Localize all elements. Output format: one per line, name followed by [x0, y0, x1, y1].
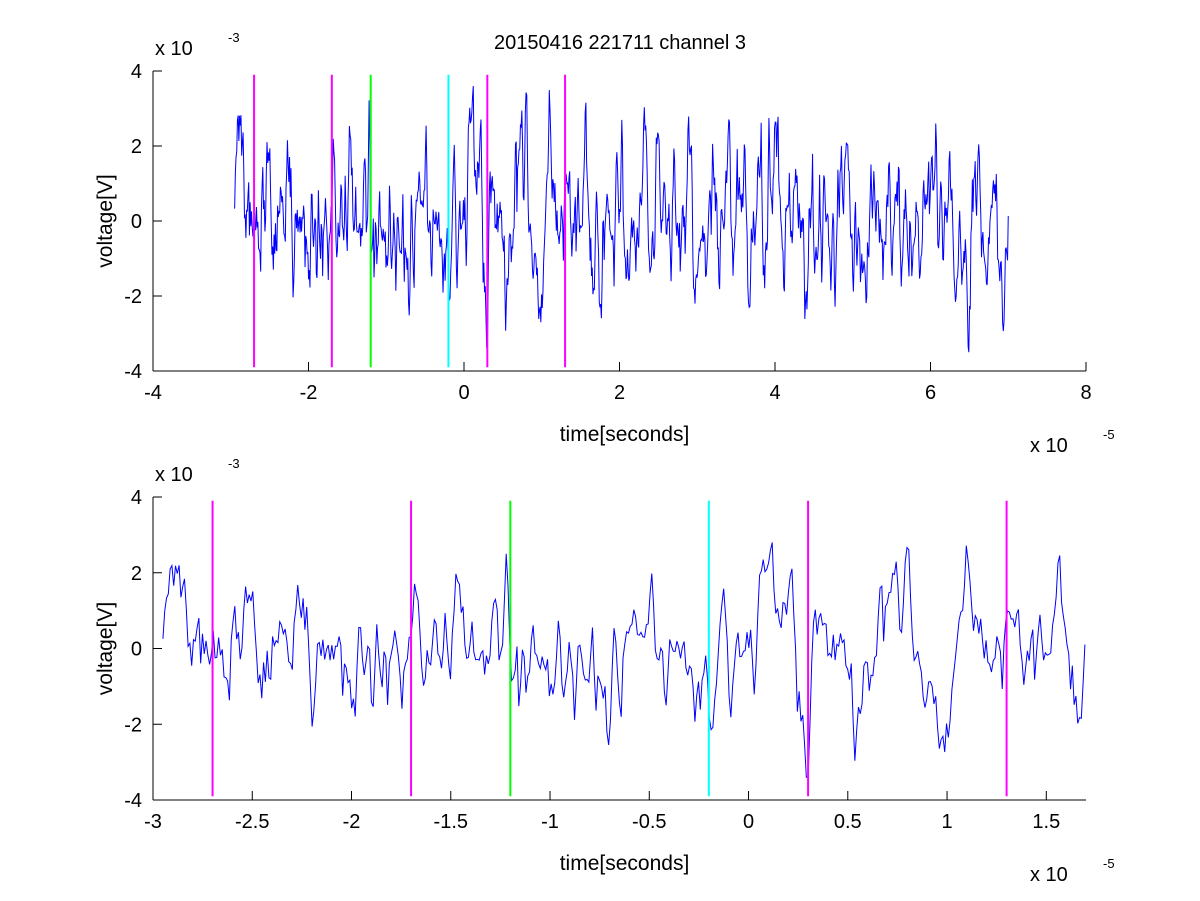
- x-axis-label: time[seconds]: [560, 852, 690, 875]
- x-tick-label-8: 1: [941, 811, 952, 833]
- signal-trace: [234, 85, 1009, 353]
- y-tick-label-0: -4: [124, 361, 142, 383]
- x-tick-label-0: -4: [144, 382, 162, 404]
- x-axis-label: time[seconds]: [560, 423, 690, 446]
- x-exponent-label: x 10: [1030, 864, 1068, 886]
- x-tick-label-2: -2: [343, 811, 361, 833]
- x-tick-label-6: 0: [743, 811, 754, 833]
- y-exponent-power: -3: [228, 456, 240, 471]
- y-tick-label-4: 4: [131, 487, 142, 509]
- x-tick-label-1: -2: [300, 382, 318, 404]
- y-exponent-label: x 10: [155, 38, 193, 60]
- x-tick-label-9: 1.5: [1032, 811, 1060, 833]
- top-subplot: -4 -2 0 2 4 6 8 -4 -2 0 2 4 time[seconds] voltage[V] x…: [94, 30, 1115, 457]
- x-tick-label-4: -1: [541, 811, 559, 833]
- y-tick-label-4: 4: [131, 61, 142, 83]
- figure-title: 20150416 221711 channel 3: [494, 32, 746, 54]
- signal-trace: [162, 542, 1086, 778]
- bottom-subplot: -3 -2.5 -2 -1.5 -1 -0.5 0 0.5 1 1.5 -4 -2 0 2 4 time[se…: [94, 456, 1115, 886]
- x-tick-label-5: -0.5: [632, 811, 666, 833]
- x-tick-label-4: 4: [769, 382, 780, 404]
- x-tick-label-6: 8: [1080, 382, 1091, 404]
- x-exponent-power: -5: [1103, 427, 1115, 442]
- x-tick-label-5: 6: [925, 382, 936, 404]
- y-axis-label: voltage[V]: [94, 174, 117, 267]
- x-exponent-label: x 10: [1030, 435, 1068, 457]
- y-tick-label-1: -2: [124, 714, 142, 736]
- y-tick-label-1: -2: [124, 286, 142, 308]
- y-tick-label-2: 0: [131, 211, 142, 233]
- x-tick-label-3: -1.5: [434, 811, 468, 833]
- y-exponent-label: x 10: [155, 464, 193, 486]
- x-tick-label-0: -3: [144, 811, 162, 833]
- y-tick-label-3: 2: [131, 563, 142, 585]
- x-tick-label-3: 2: [614, 382, 625, 404]
- y-exponent-power: -3: [228, 30, 240, 45]
- y-axis-label: voltage[V]: [94, 602, 117, 695]
- x-exponent-power: -5: [1103, 856, 1115, 871]
- x-tick-label-7: 0.5: [834, 811, 862, 833]
- y-tick-label-3: 2: [131, 136, 142, 158]
- y-tick-label-2: 0: [131, 639, 142, 661]
- x-tick-label-2: 0: [458, 382, 469, 404]
- x-tick-label-1: -2.5: [235, 811, 269, 833]
- y-tick-label-0: -4: [124, 790, 142, 812]
